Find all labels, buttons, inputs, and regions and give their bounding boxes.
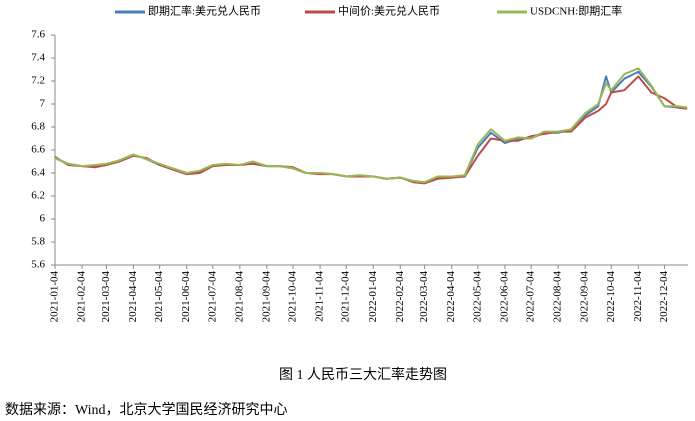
x-tick-label: 2022-05-04 bbox=[471, 271, 483, 323]
x-tick-label: 2021-11-04 bbox=[314, 271, 326, 322]
y-tick-label: 6.2 bbox=[31, 190, 45, 202]
y-tick-label: 6.8 bbox=[31, 121, 45, 133]
x-tick-label: 2021-08-04 bbox=[233, 271, 245, 323]
y-tick-label: 5.6 bbox=[31, 259, 45, 271]
series-line bbox=[54, 70, 688, 184]
y-tick-label: 5.8 bbox=[31, 236, 45, 248]
x-tick-label: 2022-11-04 bbox=[632, 271, 644, 322]
x-tick-label: 2021-10-04 bbox=[287, 271, 299, 323]
y-tick-label: 6.6 bbox=[31, 144, 45, 156]
x-tick-label: 2021-12-04 bbox=[340, 271, 352, 323]
x-tick-label: 2022-06-04 bbox=[498, 271, 510, 323]
x-tick-label: 2022-01-04 bbox=[367, 271, 379, 323]
x-tick-label: 2021-01-04 bbox=[49, 271, 61, 323]
legend-label: USDCNH:即期汇率 bbox=[530, 4, 622, 18]
x-tick-label: 2021-06-04 bbox=[180, 271, 192, 323]
y-tick-label: 7.4 bbox=[31, 52, 45, 64]
series-line bbox=[54, 75, 688, 185]
x-tick-label: 2022-07-04 bbox=[525, 271, 537, 323]
x-tick-label: 2022-02-04 bbox=[394, 271, 406, 323]
x-tick-label: 2022-09-04 bbox=[579, 271, 591, 323]
series-line bbox=[54, 67, 688, 184]
source: 数据来源：Wind，北京大学国民经济研究中心 bbox=[5, 402, 288, 418]
x-tick-label: 2021-03-04 bbox=[100, 271, 112, 323]
x-tick-label: 2022-10-04 bbox=[605, 271, 617, 323]
x-tick-label: 2021-07-04 bbox=[206, 271, 218, 323]
y-tick-label: 7.2 bbox=[31, 75, 45, 87]
x-tick-label: 2022-12-04 bbox=[658, 271, 670, 323]
x-tick-label: 2021-05-04 bbox=[153, 271, 165, 323]
x-tick-label: 2022-03-04 bbox=[418, 271, 430, 323]
y-tick-label: 7 bbox=[40, 98, 46, 110]
x-tick-label: 2021-04-04 bbox=[127, 271, 139, 323]
y-tick-label: 6 bbox=[40, 213, 46, 225]
legend-label: 中间价:美元兑人民币 bbox=[338, 4, 440, 18]
y-tick-label: 7.6 bbox=[31, 29, 45, 41]
x-tick-label: 2021-09-04 bbox=[260, 271, 272, 323]
y-tick-label: 6.4 bbox=[31, 167, 45, 179]
x-tick-label: 2022-08-04 bbox=[552, 271, 564, 323]
x-tick-label: 2022-04-04 bbox=[445, 271, 457, 323]
legend-label: 即期汇率:美元兑人民币 bbox=[148, 4, 261, 18]
caption: 图 1 人民币三大汇率走势图 bbox=[279, 366, 447, 383]
x-tick-label: 2021-02-04 bbox=[76, 271, 88, 323]
